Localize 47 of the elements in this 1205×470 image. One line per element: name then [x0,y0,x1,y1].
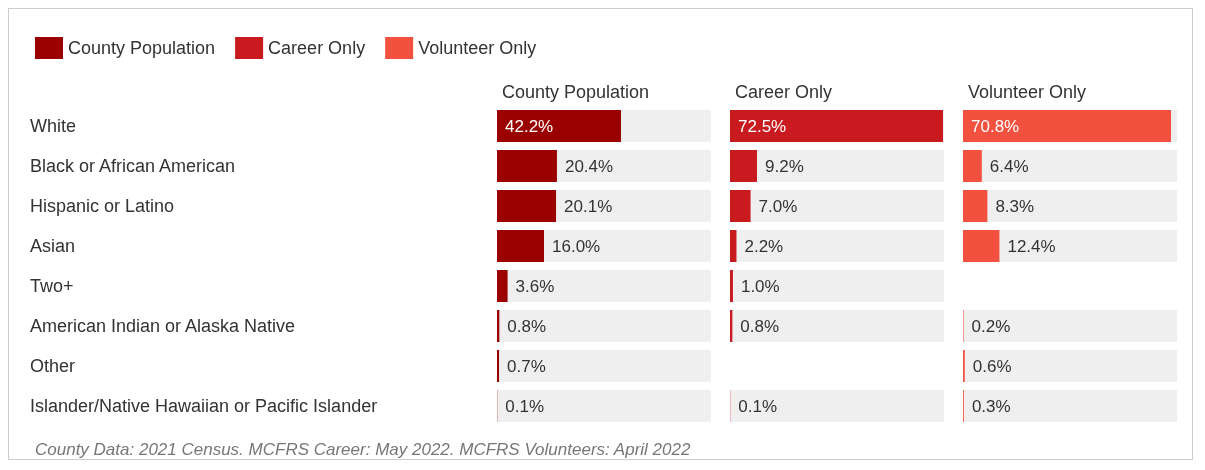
data-label: 1.0% [740,276,780,296]
data-label: 3.6% [515,276,555,296]
bar [963,190,988,222]
legend-label: Career Only [268,38,366,58]
data-label: 0.1% [738,396,778,416]
chart-title: Career Only [735,82,833,102]
bar [963,230,1000,262]
data-label: 8.3% [995,196,1035,216]
data-label: 0.7% [507,356,546,376]
bar [963,150,982,182]
data-label: 7.0% [758,196,798,216]
data-label: 20.4% [564,156,614,176]
y-tick-label: Hispanic or Latino [30,196,175,216]
y-tick-label: White [30,116,77,136]
chart-title: County Population [502,82,650,102]
data-label: 72.5% [738,116,787,136]
data-label: 2.2% [744,236,784,256]
data-label: 42.2% [505,116,554,136]
data-label: 9.2% [765,156,804,176]
chart-title: Volunteer Only [968,82,1087,102]
legend-label: Volunteer Only [418,38,537,58]
data-label: 16.0% [552,236,601,256]
data-label: 0.6% [972,356,1012,376]
data-label: 0.1% [505,396,545,416]
data-label: 20.1% [564,196,613,216]
data-label: 0.8% [740,316,780,336]
data-label: 70.8% [971,116,1020,136]
y-tick-label: Asian [30,236,76,256]
bar [497,350,500,382]
y-tick-label: Other [30,356,76,376]
y-tick-label: Islander/Native Hawaiian or Pacific Islander [30,396,378,416]
bar [730,230,737,262]
bar [497,230,545,262]
data-label: 0.8% [507,316,547,336]
data-label: 0.2% [971,316,1011,336]
data-label: 0.3% [971,396,1011,416]
data-label: 6.4% [989,156,1029,176]
bar [730,270,733,302]
bar [497,270,508,302]
y-tick-label: Two+ [30,276,74,296]
bar [730,150,758,182]
bar [730,190,751,222]
data-label: 12.4% [1007,236,1056,256]
y-tick-label: American Indian or Alaska Native [30,316,296,336]
text: County Data: 2021 Census. MCFRS Career: May 2022. MCFRS Volunteers: April 2022 [35,440,691,459]
legend-label: County Population [68,38,216,58]
y-tick-label: Black or African American [30,156,236,176]
